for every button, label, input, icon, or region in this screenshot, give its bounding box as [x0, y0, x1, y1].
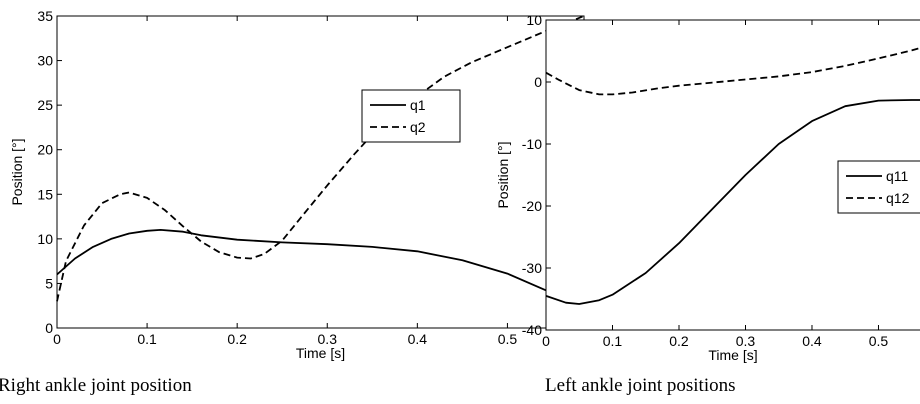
- chart-1-y-tick-label: 25: [37, 97, 53, 113]
- chart-1-y-tick-label: 20: [37, 142, 53, 158]
- chart-2-y-axis-label: Position [°]: [495, 141, 511, 208]
- chart-1-legend-label-q2: q2: [410, 119, 426, 135]
- chart-2-x-tick-label: 0: [542, 333, 550, 349]
- chart-1-x-tick-label: 0.1: [137, 331, 157, 347]
- chart-right-ankle: 0 0.1 0.2 0.3 0.4 0.5 0 5 10 15 20 25 30 35 Time [s] Po…: [0, 8, 585, 396]
- chart-2-y-tick-label: -10: [522, 136, 542, 152]
- chart-1-plot-frame: [56, 15, 585, 329]
- chart-2-x-tick-label: 0.5: [869, 333, 889, 349]
- chart-1-legend-box: [361, 89, 461, 143]
- chart-2-x-tick-label: 0.1: [603, 333, 623, 349]
- chart-2-y-tick-label: -20: [522, 198, 542, 214]
- chart-2-y-tick-label: 10: [526, 12, 542, 28]
- chart-1-x-tick-label: 0: [53, 331, 61, 347]
- chart-1-y-tick-label: 35: [37, 8, 53, 24]
- chart-1-x-tick-label: 0.3: [318, 331, 338, 347]
- chart-1-y-axis-label: Position [°]: [9, 138, 25, 205]
- chart-2-caption: Left ankle joint positions: [545, 375, 736, 396]
- chart-2-legend-box: [837, 160, 920, 214]
- chart-1-series-q1: [56, 229, 585, 313]
- chart-2-y-tick-label: -40: [522, 322, 542, 338]
- chart-1-y-tick-label: 5: [45, 275, 53, 291]
- chart-2-x-tick-label: 0.2: [669, 333, 689, 349]
- chart-2-legend-label-q11: q11: [886, 168, 909, 184]
- chart-1-x-tick-label: 0.2: [227, 331, 247, 347]
- chart-1-x-axis-label: Time [s]: [296, 345, 345, 361]
- chart-1-y-tick-label: 10: [37, 231, 53, 247]
- chart-1-x-tick-label: 0.4: [408, 331, 428, 347]
- chart-1-legend-label-q1: q1: [410, 97, 426, 113]
- chart-2-x-tick-label: 0.4: [802, 333, 822, 349]
- chart-2-y-tick-label: -30: [522, 260, 542, 276]
- chart-1-y-tick-label: 30: [37, 53, 53, 69]
- chart-2-legend-label-q12: q12: [886, 190, 910, 206]
- chart-1-x-tick-label: 0.5: [498, 331, 518, 347]
- chart-2-x-axis-label: Time [s]: [708, 347, 757, 363]
- chart-1-caption: Right ankle joint position: [0, 375, 192, 396]
- chart-1-series-q2: [56, 15, 585, 302]
- chart-2-y-tick-label: 0: [534, 74, 542, 90]
- chart-1-y-tick-label: 0: [45, 320, 53, 336]
- chart-1-y-tick-label: 15: [37, 186, 53, 202]
- chart-2-x-tick-label: 0.3: [736, 333, 756, 349]
- chart-2-series-q11: [545, 99, 920, 305]
- chart-2-series-q12: [545, 47, 920, 96]
